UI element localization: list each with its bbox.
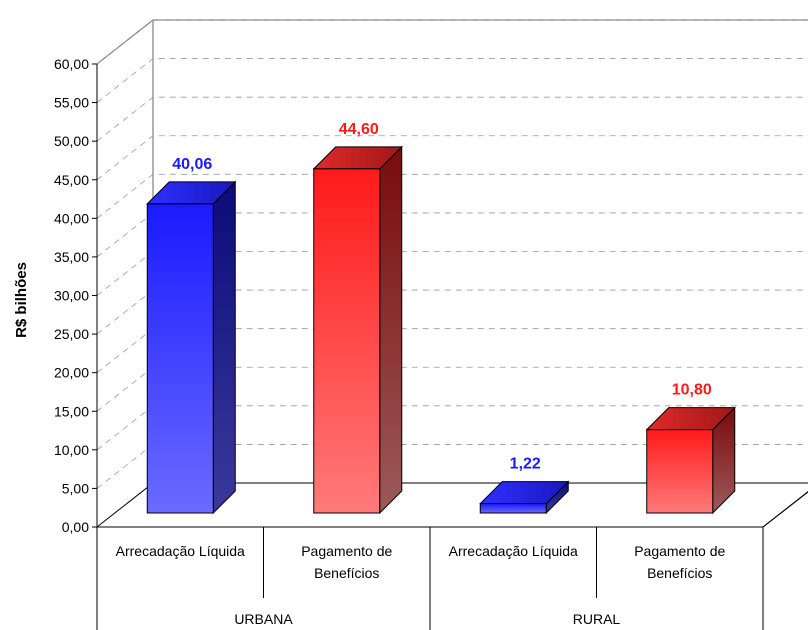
bar-side [212,180,236,515]
x-tick-label: Pagamento de [634,543,725,559]
gridline [96,19,808,65]
x-group-label: URBANA [234,611,293,627]
y-tick-label: 30,00 [54,288,89,304]
y-tick-label: 5,00 [62,480,89,496]
floor-edge [762,491,808,528]
bar-3 [645,406,736,515]
x-group-label: RURAL [573,611,621,627]
x-tick-label: Arrecadação Líquida [449,543,578,559]
x-tick-label: Benefícios [647,565,712,581]
x-tick-label: Benefícios [314,565,379,581]
y-tick-label: 15,00 [54,403,89,419]
x-tick-label: Pagamento de [301,543,392,559]
y-tick-label: 60,00 [54,56,89,72]
bar-front [479,503,547,514]
data-label: 40,06 [172,156,212,173]
data-label: 10,80 [672,382,712,399]
bars: 40,06 44,60 1,22 10,80 [146,121,736,515]
data-label: 1,22 [510,456,541,473]
y-tick-label: 40,00 [54,210,89,226]
y-axis-label: R$ bilhões [13,262,30,338]
y-tick-label: 20,00 [54,365,89,381]
y-tick-label: 0,00 [62,519,89,535]
x-axis: Arrecadação Líquida Pagamento de Benefício… [96,491,808,630]
y-tick-label: 35,00 [54,249,89,265]
y-axis: 0,00 5,00 10,00 15,00 20,00 25,00 30,00 35,00 40… [54,56,98,535]
gridline [96,58,808,103]
bar-0 [146,180,237,515]
gridline [96,173,808,219]
bar-2 [479,480,570,515]
gridline [96,135,808,181]
bar-1 [312,145,403,515]
y-tick-label: 55,00 [54,95,89,111]
bar-front [146,203,214,514]
bar-front [313,168,381,514]
y-tick-label: 10,00 [54,442,89,458]
gridline [96,96,808,142]
y-tick-label: 25,00 [54,326,89,342]
bar-front [646,429,714,514]
x-tick-label: Arrecadação Líquida [116,543,245,559]
data-label: 44,60 [339,121,379,138]
y-tick-label: 50,00 [54,133,89,149]
y-tick-label: 45,00 [54,172,89,188]
bar-side [379,145,403,515]
